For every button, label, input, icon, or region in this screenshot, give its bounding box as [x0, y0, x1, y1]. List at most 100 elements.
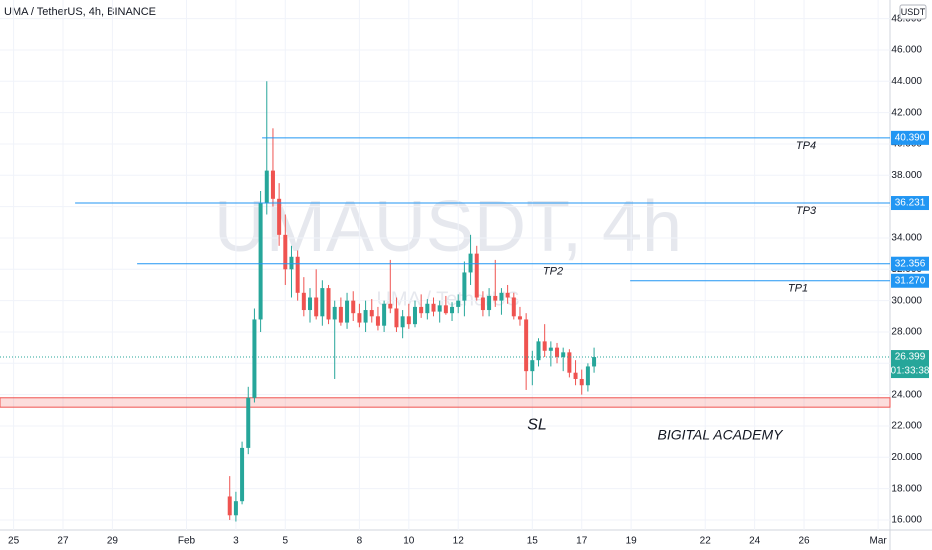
candle-body — [499, 292, 504, 301]
x-tick-label: 8 — [357, 536, 363, 547]
candle-body — [295, 256, 300, 293]
candle-body — [363, 310, 368, 323]
y-tick-label: 44.000 — [891, 76, 922, 87]
y-tick-label: 30.000 — [891, 295, 922, 306]
candle-body — [264, 170, 269, 204]
candle-body — [375, 316, 380, 326]
candle-body — [357, 313, 362, 323]
candle-body — [419, 306, 424, 314]
x-tick-label: 19 — [626, 536, 638, 547]
y-tick-label: 42.000 — [891, 107, 922, 118]
x-tick-label: 5 — [283, 536, 289, 547]
x-tick-label: 22 — [700, 536, 712, 547]
candle-body — [474, 253, 479, 298]
countdown: 01:33:38 — [891, 366, 930, 377]
x-tick-label: 29 — [107, 536, 119, 547]
annotation: BIGITAL ACADEMY — [658, 427, 785, 443]
x-tick-label: 26 — [798, 536, 810, 547]
level-label: TP3 — [796, 205, 817, 217]
x-tick-label: 15 — [527, 536, 539, 547]
candle-body — [283, 234, 288, 270]
level-price-label: 40.390 — [895, 133, 926, 144]
candle-body — [511, 297, 516, 317]
candle-body — [425, 303, 430, 314]
candle-body — [585, 366, 590, 386]
last-price-box — [891, 350, 929, 379]
candle-body — [246, 397, 251, 448]
candle-body — [277, 198, 282, 235]
y-tick-label: 46.000 — [891, 45, 922, 56]
sl-label: SL — [527, 416, 547, 433]
candle-body — [524, 319, 529, 372]
candle-body — [400, 316, 405, 328]
candle-body — [289, 256, 294, 270]
candle-body — [394, 308, 399, 328]
y-tick-label: 38.000 — [891, 170, 922, 181]
candle-body — [332, 306, 337, 320]
level-label: TP2 — [543, 266, 563, 278]
unit-box — [899, 4, 927, 20]
candle-body — [412, 306, 417, 325]
level-price-box — [891, 196, 929, 211]
candle-body — [388, 303, 393, 309]
level-label: TP4 — [796, 140, 816, 152]
x-tick-label: 10 — [403, 536, 415, 547]
candle-body — [450, 306, 455, 314]
candle-body — [314, 297, 319, 317]
candle-body — [258, 203, 263, 320]
candle-body — [240, 447, 245, 502]
level-price-label: 32.356 — [895, 258, 926, 269]
candle-body — [536, 341, 541, 361]
x-tick-label: 12 — [453, 536, 465, 547]
candle-body — [480, 297, 485, 311]
y-tick-label: 22.000 — [891, 421, 922, 432]
y-tick-label: 24.000 — [891, 389, 922, 400]
x-tick-label: Feb — [178, 536, 196, 547]
y-tick-label: 20.000 — [891, 452, 922, 463]
candle-body — [320, 288, 325, 317]
x-tick-label: 27 — [57, 536, 69, 547]
candle-body — [308, 297, 313, 311]
candle-body — [369, 310, 374, 317]
sl-zone — [0, 397, 891, 408]
x-tick-label: Mar — [870, 536, 888, 547]
candle-body — [493, 295, 498, 301]
candle-body — [530, 360, 535, 372]
candle-body — [548, 347, 553, 351]
axis-unit: USDT — [901, 7, 926, 17]
candle-body — [338, 306, 343, 323]
level-price-box — [891, 256, 929, 271]
candle-body — [437, 305, 442, 312]
y-tick-label: 18.000 — [891, 483, 922, 494]
candle-body — [351, 300, 356, 314]
y-tick-label: 16.000 — [891, 515, 922, 526]
candle-body — [326, 288, 331, 320]
chart-title: UMA / TetherUS, 4h, BINANCE — [4, 6, 156, 18]
level-price-label: 31.270 — [895, 275, 926, 286]
candle-body — [542, 341, 547, 351]
candle-body — [233, 501, 238, 516]
candle-body — [270, 170, 275, 199]
candle-body — [382, 303, 387, 326]
candle-body — [345, 300, 350, 323]
candle-body — [301, 292, 306, 311]
x-tick-label: 24 — [749, 536, 761, 547]
candle-body — [406, 316, 411, 325]
candle-body — [227, 496, 232, 516]
candle-body — [567, 352, 572, 373]
x-tick-label: 3 — [233, 536, 239, 547]
last-price-label: 26.399 — [895, 352, 926, 363]
y-tick-label: 34.000 — [891, 233, 922, 244]
level-price-box — [891, 273, 929, 288]
level-label: TP1 — [788, 283, 808, 295]
x-tick-label: 25 — [8, 536, 20, 547]
candle-body — [462, 272, 467, 301]
candle-body — [505, 292, 510, 298]
candle-body — [252, 319, 257, 398]
level-price-label: 36.231 — [895, 198, 926, 209]
y-tick-label: 28.000 — [891, 327, 922, 338]
watermark-description: UMA / TetherUS — [376, 288, 519, 310]
candle-body — [431, 303, 436, 312]
